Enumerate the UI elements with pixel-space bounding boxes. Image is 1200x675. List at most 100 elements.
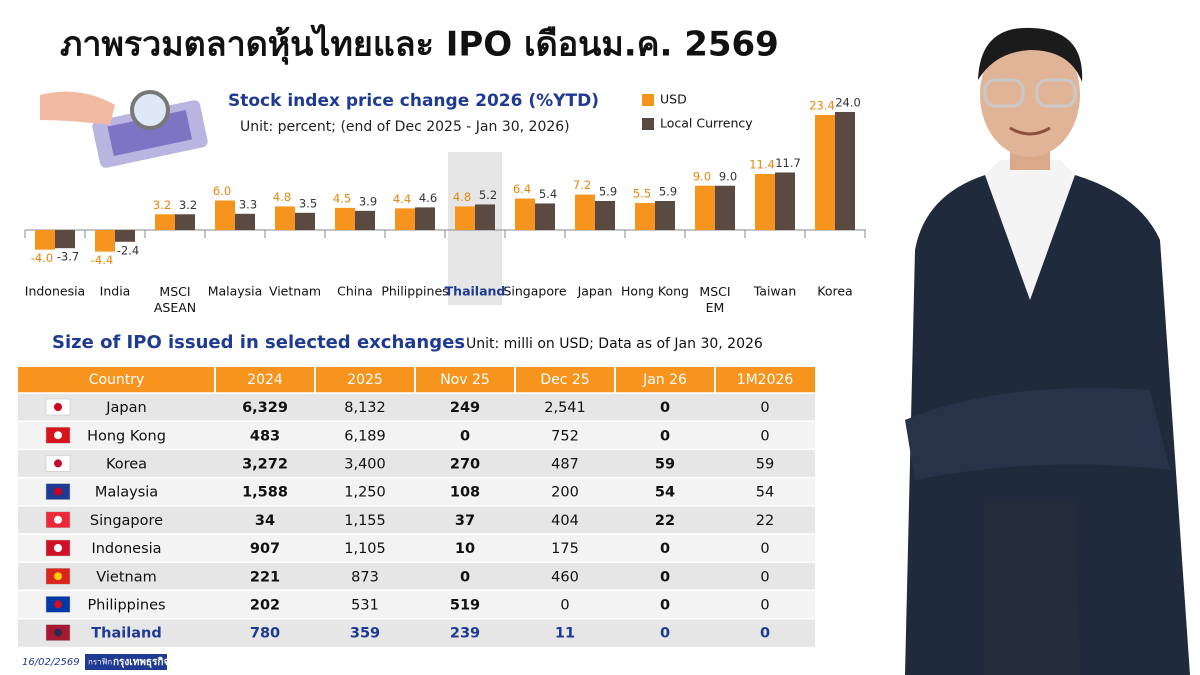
value-label: 5.5 [633, 186, 651, 200]
table-row [18, 534, 815, 563]
table-cell: 0 [460, 569, 470, 585]
table-cell: 460 [551, 569, 579, 585]
bar [695, 185, 715, 230]
table-cell: 873 [351, 569, 379, 585]
table-cell: 34 [255, 513, 275, 529]
value-label: 4.5 [333, 191, 351, 205]
table-cell: 22 [655, 513, 675, 529]
bar [535, 203, 555, 230]
bar [755, 173, 775, 230]
table-cell: 22 [756, 513, 774, 529]
row-label: Thailand [91, 626, 161, 642]
row-label: Hong Kong [87, 428, 166, 444]
table-row [18, 618, 815, 647]
bar [835, 112, 855, 230]
table-cell: 108 [450, 485, 480, 501]
flag-emblem [54, 459, 62, 468]
brand-box [85, 654, 167, 670]
table-cell: 0 [660, 541, 670, 557]
x-tick-label: Hong Kong [621, 284, 689, 299]
page-title: ภาพรวมตลาดหุ้นไทยและ IPO เดือนม.ค. 2569 [60, 24, 779, 66]
person-illustration [905, 27, 1190, 675]
table-cell: 0 [660, 598, 670, 614]
bar [115, 230, 135, 242]
flag-emblem [54, 600, 62, 609]
bar [715, 185, 735, 230]
bar [95, 230, 115, 252]
table-title: Size of IPO issued in selected exchanges [52, 332, 465, 353]
bar [175, 214, 195, 230]
row-label: Malaysia [95, 485, 158, 501]
value-label: 4.6 [419, 191, 437, 205]
table-cell: 37 [455, 513, 475, 529]
column-header: Country [89, 372, 145, 388]
x-tick-label: MSCI ASEAN [154, 284, 196, 315]
row-label: Japan [105, 400, 146, 416]
footer-brand: กรุงเทพธุรกิจ [113, 656, 169, 668]
table-note: Unit: milli on USD; Data as of Jan 30, 2… [466, 336, 763, 352]
table-cell: 10 [455, 541, 475, 557]
bar [155, 214, 175, 230]
table-row [18, 505, 815, 534]
x-tick-label: India [100, 284, 131, 299]
value-label: 9.0 [693, 169, 711, 183]
table-cell: 0 [760, 569, 769, 585]
bar [475, 204, 495, 230]
table-cell: 59 [756, 457, 774, 473]
table-cell: 6,329 [242, 400, 288, 416]
value-label: 4.8 [453, 190, 471, 204]
table-cell: 0 [760, 541, 769, 557]
bar [415, 207, 435, 230]
x-tick-label: Vietnam [269, 284, 321, 299]
table-row [18, 477, 815, 506]
value-label: 5.9 [599, 184, 617, 198]
x-tick-label: Thailand [445, 284, 506, 299]
table-cell: 0 [560, 598, 569, 614]
table-cell: 1,250 [344, 485, 386, 501]
column-header: Dec 25 [540, 372, 589, 388]
table-row [18, 421, 815, 450]
table-cell: 780 [250, 626, 280, 642]
bar [575, 194, 595, 230]
x-tick-label: Indonesia [25, 284, 85, 299]
table-cell: 752 [551, 428, 579, 444]
flag-emblem [54, 431, 62, 440]
table-cell: 483 [250, 428, 280, 444]
value-label: 3.3 [239, 197, 257, 211]
bar [655, 200, 675, 230]
value-label: 23.4 [809, 98, 835, 112]
x-tick-label: Malaysia [208, 284, 263, 299]
flag-emblem [54, 515, 62, 524]
row-label: Korea [106, 457, 147, 473]
bar [595, 200, 615, 230]
table-cell: 221 [250, 569, 280, 585]
table-row [18, 562, 815, 591]
value-label: 5.9 [659, 184, 677, 198]
table-cell: 359 [350, 626, 380, 642]
table-cell: 239 [450, 626, 480, 642]
row-label: Singapore [90, 513, 163, 529]
flag-emblem [54, 572, 62, 581]
table-cell: 249 [450, 400, 480, 416]
value-label: 5.4 [539, 187, 557, 201]
value-label: 4.8 [273, 190, 291, 204]
x-tick-label: China [337, 284, 373, 299]
row-label: Indonesia [91, 541, 161, 557]
table-cell: 54 [756, 485, 774, 501]
bar [455, 206, 475, 230]
bar [395, 208, 415, 230]
value-label: 6.0 [213, 184, 231, 198]
table-cell: 0 [460, 428, 470, 444]
value-label: 3.5 [299, 196, 317, 210]
x-tick-label: MSCI EM [699, 284, 730, 315]
table-cell: 0 [660, 428, 670, 444]
table-cell: 270 [450, 457, 480, 473]
legend-label: USD [660, 92, 687, 107]
table-cell: 175 [551, 541, 579, 557]
table-cell: 0 [660, 569, 670, 585]
value-label: -2.4 [117, 243, 139, 257]
chart-title: Stock index price change 2026 (%YTD) [228, 91, 599, 111]
flag-emblem [54, 628, 62, 637]
decoration [40, 90, 208, 168]
table-cell: 0 [760, 626, 770, 642]
